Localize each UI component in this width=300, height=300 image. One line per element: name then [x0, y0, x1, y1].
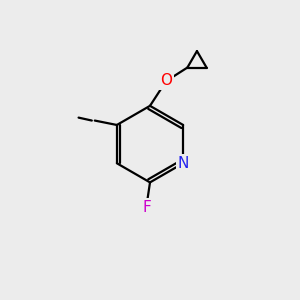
Text: O: O: [160, 73, 172, 88]
Text: N: N: [178, 156, 189, 171]
Text: F: F: [143, 200, 152, 215]
